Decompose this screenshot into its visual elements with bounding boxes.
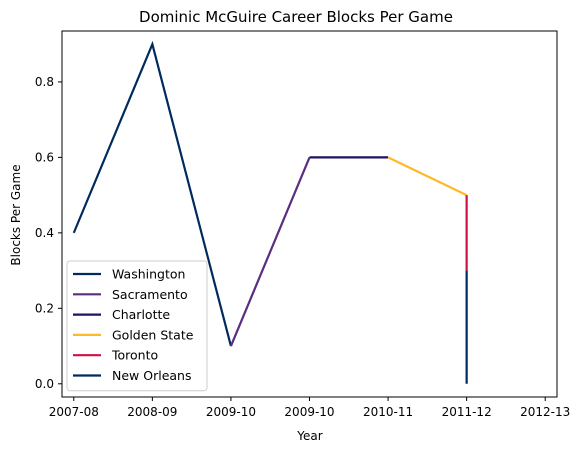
legend: Washington Sacramento Charlotte Golden Stat… (66, 260, 208, 392)
x-tick-label-3: 2009-10 (284, 405, 334, 419)
x-tick-label-5: 2011-12 (442, 405, 492, 419)
legend-label-3: Golden State (112, 327, 194, 342)
legend-label-0: Washington (112, 267, 185, 282)
y-tick-label-1: 0.2 (35, 301, 54, 315)
y-tick-label-4: 0.8 (35, 75, 54, 89)
legend-label-2: Charlotte (112, 307, 170, 322)
x-tick-label-4: 2010-11 (363, 405, 413, 419)
y-tick-label-2: 0.4 (35, 226, 54, 240)
x-tick-label-6: 2012-13 (520, 405, 570, 419)
series-line-0 (72, 40, 232, 347)
x-tick-label-2: 2009-10 (206, 405, 256, 419)
legend-box (66, 260, 208, 392)
y-tick-label-3: 0.6 (35, 150, 54, 164)
series-line-3 (387, 156, 468, 197)
chart-title: Dominic McGuire Career Blocks Per Game (139, 8, 453, 26)
y-tick-label-0: 0.0 (35, 377, 54, 391)
x-tick-label-0: 2007-08 (49, 405, 99, 419)
y-axis-label: Blocks Per Game (9, 164, 23, 265)
legend-label-1: Sacramento (112, 287, 188, 302)
x-tick-label-1: 2008-09 (127, 405, 177, 419)
legend-label-4: Toronto (111, 348, 158, 363)
plot-area: 2007-08 2008-09 2009-10 2009-10 2010-11 2011-… (35, 30, 570, 419)
series-line-1 (229, 156, 311, 347)
x-axis-label: Year (296, 429, 322, 443)
legend-label-5: New Orleans (112, 368, 191, 383)
